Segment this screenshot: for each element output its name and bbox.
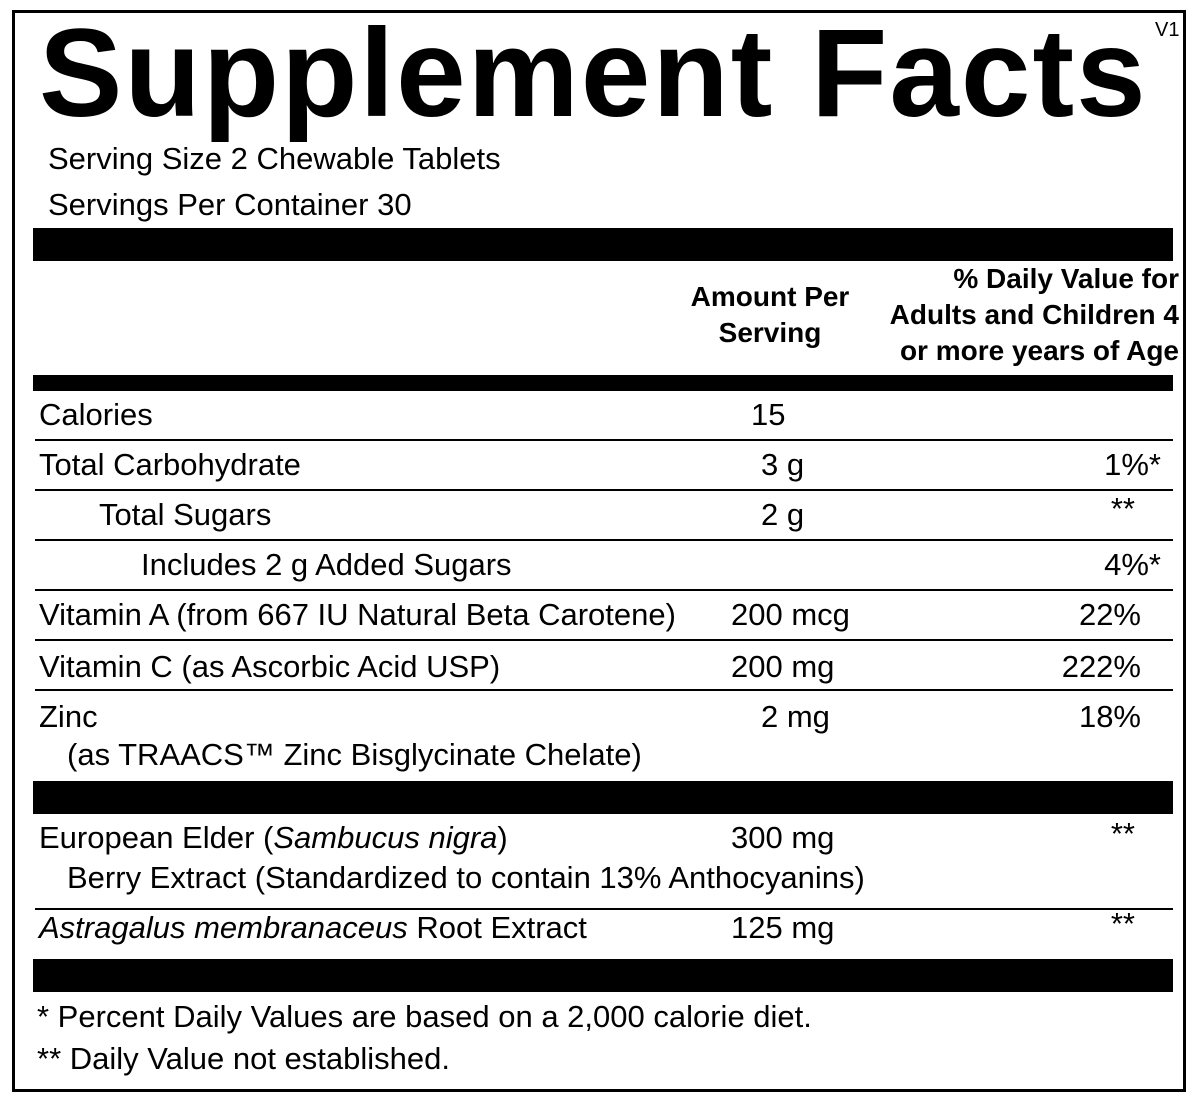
botanical-row: Astragalus membranaceus Root Extract 125… [35, 906, 1173, 958]
thick-divider-bottom [33, 959, 1173, 992]
botanical-name: European Elder (Sambucus nigra) [39, 820, 508, 856]
thick-divider-header [33, 375, 1173, 391]
nutrient-name: Zinc [39, 699, 98, 734]
nutrient-name: Vitamin C (as Ascorbic Acid USP) [39, 649, 501, 684]
nutrient-dv: 222% [1061, 649, 1141, 684]
botanical-amount: 300 mg [731, 820, 835, 855]
nutrient-amount: 3 g [761, 447, 805, 482]
nutrient-row: Includes 2 g Added Sugars 4%* [35, 541, 1173, 591]
botanical-name-prefix: European Elder ( [39, 820, 274, 855]
footnote-daily-values: * Percent Daily Values are based on a 2,… [37, 999, 812, 1034]
nutrient-row: Total Carbohydrate 3 g 1%* [35, 441, 1173, 491]
label-title: Supplement Facts [39, 4, 1148, 143]
botanical-dv: ** [1110, 906, 1135, 941]
nutrient-name: Includes 2 g Added Sugars [141, 547, 512, 582]
botanical-row: European Elder (Sambucus nigra) Berry Ex… [35, 816, 1173, 910]
dv-header-line2: Adults and Children 4 [889, 299, 1179, 330]
nutrient-row: Total Sugars 2 g ** [35, 491, 1173, 541]
nutrient-name: Total Carbohydrate [39, 447, 301, 482]
daily-value-header: % Daily Value for Adults and Children 4 … [879, 261, 1179, 369]
dv-header-line1: % Daily Value for [953, 263, 1179, 294]
amount-per-serving-header: Amount Per Serving [675, 279, 865, 351]
botanical-dv: ** [1110, 816, 1135, 851]
botanical-latin-name: Sambucus nigra [273, 820, 498, 855]
nutrient-amount: 15 [751, 397, 786, 432]
nutrient-name-detail: (as TRAACS™ Zinc Bisglycinate Chelate) [67, 737, 642, 772]
nutrient-name: Vitamin A (from 667 IU Natural Beta Caro… [39, 597, 676, 632]
footnote-not-established: ** Daily Value not established. [37, 1041, 451, 1076]
botanical-latin-name: Astragalus membranaceus [39, 910, 408, 945]
dv-header-line3: or more years of Age [899, 335, 1179, 366]
thick-divider-middle [33, 781, 1173, 814]
nutrient-row: Zinc (as TRAACS™ Zinc Bisglycinate Chela… [35, 691, 1173, 781]
servings-per-container: Servings Per Container 30 [48, 187, 412, 222]
nutrient-dv: 18% [1078, 699, 1141, 734]
thick-divider-top [33, 228, 1173, 261]
nutrient-dv: 22% [1078, 597, 1141, 632]
nutrient-dv: ** [1110, 491, 1135, 526]
nutrient-name: Calories [39, 397, 153, 432]
botanical-name-suffix: ) [497, 820, 508, 855]
amount-header-line1: Amount Per [690, 281, 850, 312]
nutrient-row: Vitamin C (as Ascorbic Acid USP) 200 mg … [35, 641, 1173, 691]
nutrient-amount: 2 mg [761, 699, 830, 734]
supplement-facts-label: Supplement Facts V1 Serving Size 2 Chewa… [12, 10, 1186, 1092]
botanical-amount: 125 mg [731, 910, 835, 945]
nutrient-row: Vitamin A (from 667 IU Natural Beta Caro… [35, 591, 1173, 641]
botanical-name-suffix: Root Extract [407, 910, 587, 945]
nutrient-amount: 200 mg [731, 649, 835, 684]
nutrient-dv: 1%* [1104, 447, 1161, 482]
serving-size: Serving Size 2 Chewable Tablets [48, 141, 501, 176]
nutrient-dv: 4%* [1104, 547, 1161, 582]
botanical-name-detail: Berry Extract (Standardized to contain 1… [67, 860, 865, 895]
botanical-name: Astragalus membranaceus Root Extract [39, 910, 587, 946]
nutrient-amount: 200 mcg [731, 597, 850, 632]
amount-header-line2: Serving [718, 317, 822, 348]
nutrient-amount: 2 g [761, 497, 805, 532]
nutrient-row: Calories 15 [35, 391, 1173, 441]
nutrient-name: Total Sugars [99, 497, 272, 532]
version-code: V1 [1155, 19, 1180, 41]
